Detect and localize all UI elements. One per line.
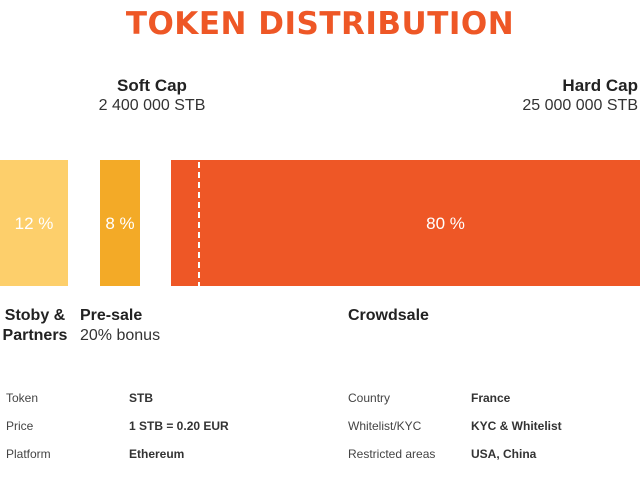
info-row-restricted: Restricted areas USA, China <box>348 440 562 468</box>
info-value: 1 STB = 0.20 EUR <box>129 419 229 433</box>
hard-cap-label: Hard Cap <box>562 76 638 95</box>
soft-cap-value: 2 400 000 STB <box>98 97 206 114</box>
category-crowdsale: Crowdsale <box>348 306 429 326</box>
info-value: Ethereum <box>129 447 185 461</box>
page-title: TOKEN DISTRIBUTION <box>125 6 515 42</box>
bar-pre-sale <box>100 160 140 286</box>
info-key: Whitelist/KYC <box>348 419 422 433</box>
info-table-left: Token STB Price 1 STB = 0.20 EUR Platfor… <box>6 384 229 468</box>
category-stoby-partners: Stoby & Partners <box>0 306 70 346</box>
info-row-country: Country France <box>348 384 562 412</box>
info-value: KYC & Whitelist <box>471 419 562 433</box>
bar-crowdsale-label: 80 % <box>426 214 465 233</box>
info-value: STB <box>129 391 153 405</box>
info-key: Platform <box>6 447 51 461</box>
bar-stoby-partners <box>0 160 68 286</box>
info-value: France <box>471 391 511 405</box>
soft-cap-label: Soft Cap <box>117 76 187 95</box>
category-pre-sale: Pre-sale 20% bonus <box>80 306 170 346</box>
hard-cap: Hard Cap 25 000 000 STB <box>478 76 638 116</box>
info-value: USA, China <box>471 447 537 461</box>
info-table-right: Country France Whitelist/KYC KYC & White… <box>348 384 562 468</box>
info-row-token: Token STB <box>6 384 229 412</box>
info-key: Price <box>6 419 34 433</box>
category-name-line1: Stoby & <box>4 307 66 324</box>
info-row-platform: Platform Ethereum <box>6 440 229 468</box>
category-name: Pre-sale <box>80 307 143 324</box>
info-key: Token <box>6 391 39 405</box>
bar-stoby-partners-label: 12 % <box>15 214 54 233</box>
info-row-price: Price 1 STB = 0.20 EUR <box>6 412 229 440</box>
hard-cap-value: 25 000 000 STB <box>522 97 638 114</box>
bar-crowdsale <box>171 160 640 286</box>
info-key: Restricted areas <box>348 447 436 461</box>
category-name: Stoby & Partners <box>0 306 70 346</box>
category-name-line2: Partners <box>2 327 68 344</box>
category-sub: 20% bonus <box>80 327 161 344</box>
bar-pre-sale-label: 8 % <box>105 214 134 233</box>
category-name: Crowdsale <box>348 307 429 324</box>
info-row-whitelist: Whitelist/KYC KYC & Whitelist <box>348 412 562 440</box>
distribution-chart: 12 % 8 % 80 % <box>0 160 640 286</box>
soft-cap: Soft Cap 2 400 000 STB <box>60 76 244 116</box>
info-key: Country <box>348 391 391 405</box>
